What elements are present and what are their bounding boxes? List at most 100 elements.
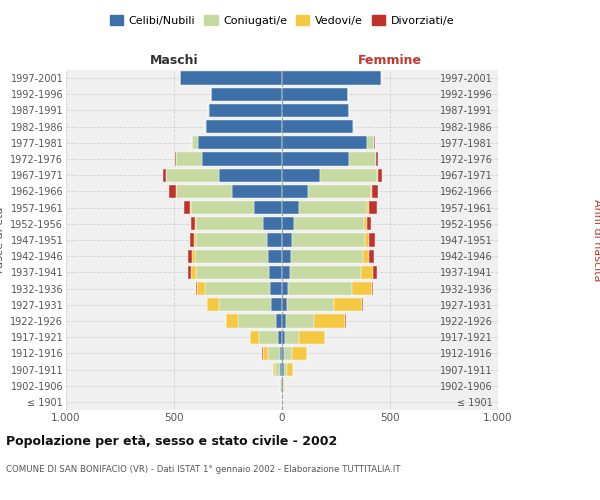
Bar <box>176 152 202 166</box>
Text: Femmine: Femmine <box>358 54 422 67</box>
Bar <box>220 168 282 182</box>
Bar <box>194 217 196 230</box>
Bar <box>370 234 375 246</box>
Bar <box>275 363 280 376</box>
Bar <box>352 282 371 295</box>
Bar <box>254 201 282 214</box>
Bar <box>284 346 292 360</box>
Bar <box>196 217 263 230</box>
Bar <box>349 152 376 166</box>
Bar <box>207 298 208 312</box>
Bar <box>290 266 361 279</box>
Bar <box>282 346 284 360</box>
Bar <box>280 363 282 376</box>
Bar <box>268 346 280 360</box>
Bar <box>259 330 278 344</box>
Bar <box>280 379 281 392</box>
Bar <box>271 298 282 312</box>
Bar <box>232 185 282 198</box>
Bar <box>367 217 371 230</box>
Bar <box>376 152 378 166</box>
Bar <box>282 88 348 101</box>
Bar <box>282 234 292 246</box>
Bar <box>362 298 363 312</box>
Bar <box>238 314 275 328</box>
Text: Maschi: Maschi <box>149 54 199 67</box>
Bar <box>263 346 268 360</box>
Bar <box>367 201 369 214</box>
Bar <box>270 282 282 295</box>
Bar <box>275 314 282 328</box>
Bar <box>371 282 373 295</box>
Bar <box>197 282 205 295</box>
Bar <box>188 250 192 263</box>
Bar <box>308 185 371 198</box>
Bar <box>294 217 364 230</box>
Bar <box>299 201 367 214</box>
Bar <box>367 136 374 149</box>
Bar <box>282 314 286 328</box>
Bar <box>282 266 290 279</box>
Bar <box>267 234 282 246</box>
Bar <box>198 136 282 149</box>
Bar <box>206 120 282 134</box>
Bar <box>292 234 365 246</box>
Bar <box>377 168 382 182</box>
Bar <box>282 379 283 392</box>
Bar <box>196 282 197 295</box>
Bar <box>282 72 382 85</box>
Bar <box>282 330 284 344</box>
Bar <box>283 379 284 392</box>
Bar <box>281 379 282 392</box>
Bar <box>194 234 196 246</box>
Bar <box>176 185 232 198</box>
Bar <box>250 330 259 344</box>
Bar <box>191 266 196 279</box>
Bar <box>299 330 325 344</box>
Bar <box>193 136 198 149</box>
Bar <box>196 234 267 246</box>
Bar <box>163 168 166 182</box>
Bar <box>269 266 282 279</box>
Bar <box>192 250 194 263</box>
Bar <box>370 250 374 263</box>
Bar <box>211 88 282 101</box>
Bar <box>282 363 284 376</box>
Bar <box>280 346 282 360</box>
Bar <box>282 136 367 149</box>
Bar <box>282 250 290 263</box>
Bar <box>287 298 334 312</box>
Bar <box>175 152 176 166</box>
Bar <box>191 217 194 230</box>
Bar <box>226 314 238 328</box>
Bar <box>364 217 367 230</box>
Bar <box>169 185 176 198</box>
Bar <box>286 314 314 328</box>
Text: Anni di nascita: Anni di nascita <box>592 198 600 281</box>
Bar <box>166 168 220 182</box>
Bar <box>205 282 270 295</box>
Bar <box>190 201 191 214</box>
Bar <box>209 104 282 117</box>
Bar <box>263 217 282 230</box>
Bar <box>363 250 370 263</box>
Bar <box>202 152 282 166</box>
Bar <box>289 282 352 295</box>
Y-axis label: Fasce di età: Fasce di età <box>0 207 5 273</box>
Bar <box>365 234 370 246</box>
Bar <box>282 298 287 312</box>
Bar <box>282 282 289 295</box>
Bar <box>205 120 206 134</box>
Bar <box>373 266 377 279</box>
Bar <box>273 363 275 376</box>
Bar <box>282 201 299 214</box>
Bar <box>188 266 191 279</box>
Text: Popolazione per età, sesso e stato civile - 2002: Popolazione per età, sesso e stato civil… <box>6 435 337 448</box>
Bar <box>184 201 190 214</box>
Bar <box>314 314 345 328</box>
Bar <box>353 120 355 134</box>
Bar <box>191 201 254 214</box>
Bar <box>282 120 353 134</box>
Bar <box>282 152 349 166</box>
Bar <box>361 266 373 279</box>
